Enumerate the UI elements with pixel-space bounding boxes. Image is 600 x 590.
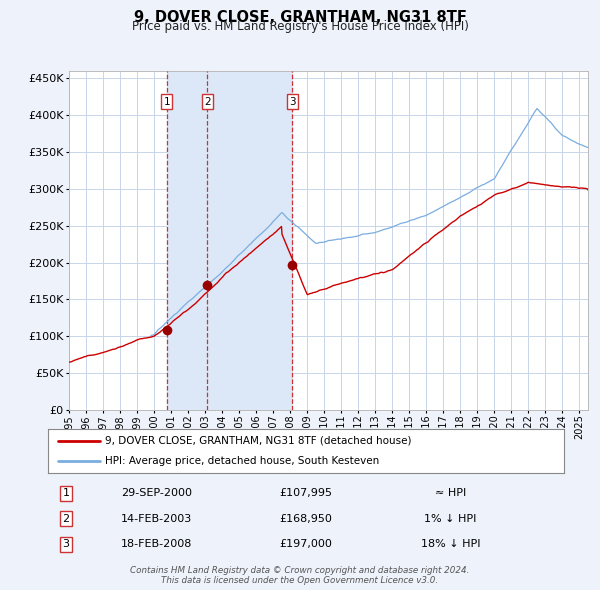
Text: 2: 2: [204, 97, 211, 107]
Text: 1% ↓ HPI: 1% ↓ HPI: [424, 514, 476, 524]
Text: 9, DOVER CLOSE, GRANTHAM, NG31 8TF: 9, DOVER CLOSE, GRANTHAM, NG31 8TF: [134, 10, 466, 25]
Text: 1: 1: [164, 97, 170, 107]
Text: £107,995: £107,995: [280, 489, 332, 499]
Bar: [167, 71, 292, 410]
Text: 9, DOVER CLOSE, GRANTHAM, NG31 8TF (detached house): 9, DOVER CLOSE, GRANTHAM, NG31 8TF (deta…: [105, 436, 411, 446]
Text: £168,950: £168,950: [280, 514, 332, 524]
Text: 14-FEB-2003: 14-FEB-2003: [121, 514, 192, 524]
Text: 3: 3: [62, 539, 70, 549]
Text: £197,000: £197,000: [280, 539, 332, 549]
Text: 29-SEP-2000: 29-SEP-2000: [121, 489, 192, 499]
Text: 2: 2: [62, 514, 70, 524]
Text: HPI: Average price, detached house, South Kesteven: HPI: Average price, detached house, Sout…: [105, 456, 379, 466]
Text: Contains HM Land Registry data © Crown copyright and database right 2024.
This d: Contains HM Land Registry data © Crown c…: [130, 566, 470, 585]
Text: 3: 3: [289, 97, 296, 107]
Text: ≈ HPI: ≈ HPI: [435, 489, 466, 499]
Text: 1: 1: [62, 489, 70, 499]
Text: 18% ↓ HPI: 18% ↓ HPI: [421, 539, 480, 549]
Text: 18-FEB-2008: 18-FEB-2008: [121, 539, 192, 549]
Text: Price paid vs. HM Land Registry's House Price Index (HPI): Price paid vs. HM Land Registry's House …: [131, 20, 469, 33]
